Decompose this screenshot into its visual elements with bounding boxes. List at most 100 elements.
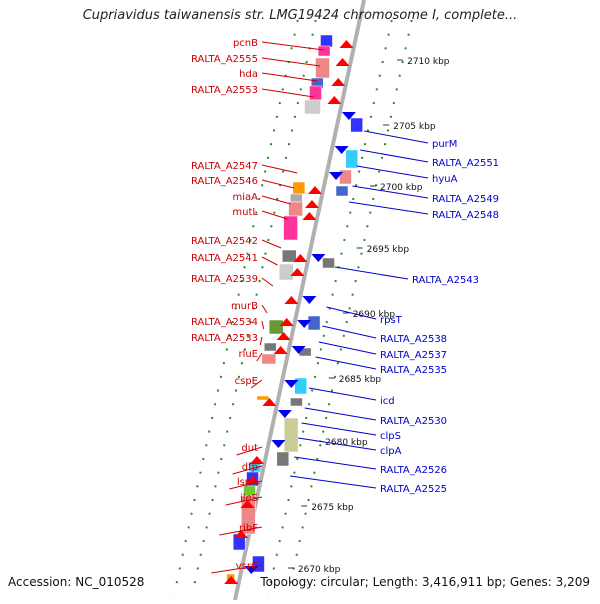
gene-box (335, 185, 349, 197)
forward-gene-label: RALTA_A2547 (191, 161, 258, 172)
forward-gene-arrow (335, 58, 350, 66)
gene-box (278, 263, 294, 281)
gene-box (345, 149, 358, 169)
gene-box (290, 193, 303, 203)
forward-gene-arrow (284, 296, 299, 304)
forward-label-leader (261, 164, 298, 174)
reverse-gene-label: RALTA_A2543 (412, 275, 479, 286)
reverse-label-leader (304, 407, 377, 421)
reverse-gene-arrow (291, 346, 306, 354)
ruler-tick-label: 2685 kbp (339, 375, 382, 385)
gene-box (292, 181, 306, 195)
forward-gene-arrow (262, 398, 277, 406)
forward-gene-label: dut (241, 443, 258, 454)
reverse-gene-label: RALTA_A2535 (380, 365, 447, 376)
reverse-gene-label: RALTA_A2526 (380, 465, 447, 476)
forward-gene-label: ileS (240, 493, 258, 504)
gene-box (309, 85, 322, 101)
forward-gene-label: hda (239, 69, 258, 80)
forward-label-leader (219, 526, 263, 536)
reverse-label-leader (294, 456, 377, 470)
reverse-gene-label: clpA (380, 446, 402, 457)
ruler-tick-label: 2705 kbp (393, 122, 436, 132)
sequence-axis-line (233, 0, 366, 601)
accession-text: Accession: NC_010528 (8, 575, 145, 589)
reverse-gene-arrow (341, 112, 356, 120)
reverse-label-leader (308, 387, 377, 401)
gene-box (264, 342, 277, 352)
ruler-tick-label: 2670 kbp (298, 565, 341, 575)
forward-label-leader (261, 57, 321, 67)
dotted-track-line (191, 19, 317, 596)
reverse-gene-label: RALTA_A2530 (380, 416, 447, 427)
forward-gene-label: RALTA_A2533 (191, 333, 258, 344)
forward-gene-label: RALTA_A2555 (191, 54, 258, 65)
ruler-tick-label: 2695 kbp (367, 245, 410, 255)
reverse-gene-label: RALTA_A2549 (432, 194, 499, 205)
forward-label-leader (261, 304, 268, 314)
ruler-tick-label: 2680 kbp (325, 438, 368, 448)
forward-gene-label: RALTA_A2542 (191, 236, 258, 247)
forward-gene-label: lspA (237, 477, 258, 488)
forward-label-leader (232, 465, 263, 475)
reverse-label-leader (348, 201, 429, 215)
forward-gene-arrow (249, 456, 264, 464)
forward-gene-label: RALTA_A2546 (191, 176, 258, 187)
reverse-label-leader (290, 475, 377, 489)
gene-box (276, 451, 290, 467)
reverse-label-leader (334, 266, 409, 280)
gene-box (261, 353, 277, 365)
ruler: 2710 kbp 2705 kbp 2700 kbp 2695 kbp 2690 kbp… (287, 57, 450, 575)
gene-box (307, 315, 321, 331)
reverse-gene-label: RALTA_A2537 (380, 350, 447, 361)
gene-box (322, 257, 335, 269)
forward-label-leader (261, 72, 318, 82)
gene-box (283, 215, 298, 241)
ruler-tick-label: 2710 kbp (407, 57, 450, 67)
gene-box (339, 169, 352, 185)
reverse-gene-label: RALTA_A2551 (432, 158, 499, 169)
gene-box (268, 319, 284, 335)
forward-gene-label: mutL (232, 207, 258, 218)
forward-gene-arrow (234, 530, 249, 538)
reverse-gene-arrow (302, 296, 317, 304)
reverse-label-leader (301, 422, 377, 436)
reverse-gene-arrow (284, 380, 299, 388)
forward-gene-label: RALTA_A2539 (191, 274, 258, 285)
dotted-track-line (287, 19, 413, 596)
forward-label-leader (225, 496, 263, 506)
sequence-axis (233, 0, 366, 601)
forward-gene-arrow (224, 576, 239, 584)
gene-box (288, 201, 303, 217)
forward-gene-label: ribF (239, 523, 258, 534)
ruler-tick-label: 2675 kbp (311, 503, 354, 513)
forward-gene-arrow (302, 212, 317, 220)
forward-gene-label: RALTA_A2541 (191, 253, 258, 264)
reverse-gene-arrow (334, 146, 349, 154)
reverse-gene-arrow (271, 440, 286, 448)
gene-box (315, 57, 330, 79)
forward-label-leader (250, 379, 263, 389)
forward-gene-arrow (305, 200, 319, 208)
forward-label-leader (261, 256, 278, 266)
forward-gene-arrow (279, 318, 294, 326)
genome-summary-text: Topology: circular; Length: 3,416,911 bp… (260, 575, 590, 589)
reverse-label-leader (318, 341, 377, 355)
forward-gene-label: rluE (238, 349, 258, 360)
forward-gene-arrow (290, 268, 305, 276)
gene-box (290, 397, 303, 407)
forward-gene-label: murB (231, 301, 258, 312)
ruler-tick-label: 2700 kbp (380, 183, 423, 193)
map-title: Cupriavidus taiwanensis str. LMG19424 ch… (82, 8, 518, 23)
reverse-gene-label: RALTA_A2525 (380, 484, 447, 495)
forward-label-leader (261, 239, 282, 249)
reverse-gene-label: clpS (380, 431, 401, 442)
forward-label-leader (261, 320, 265, 330)
forward-gene-arrow (276, 332, 291, 340)
dotted-track-line (173, 19, 299, 596)
forward-gene-label: dfp (242, 462, 258, 473)
gene-box (350, 117, 363, 133)
